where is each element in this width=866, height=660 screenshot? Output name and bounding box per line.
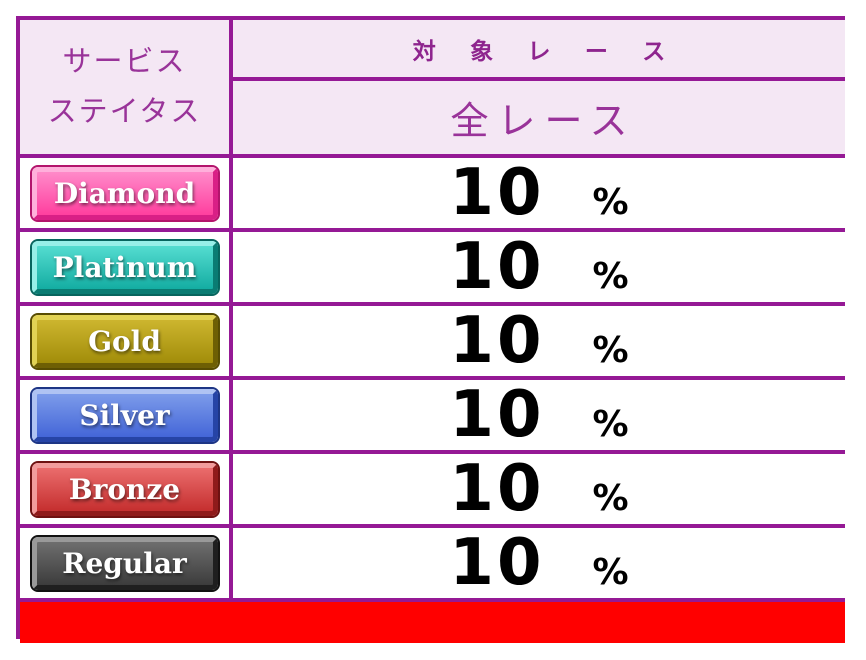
tier-cell-silver: Silver (20, 380, 229, 450)
rate-value-group: 10 % (449, 309, 628, 373)
service-status-rate-table: サービス ステイタス 対 象 レ ー ス 全レース Diamond 10 % P… (16, 16, 845, 643)
rate-number: 10 (449, 526, 545, 600)
service-status-label-line1: サービス (62, 46, 187, 78)
target-race-header-block: 対 象 レ ー ス 全レース (233, 20, 845, 154)
silver-badge: Silver (31, 388, 218, 442)
tier-cell-gold: Gold (20, 306, 229, 376)
tier-cell-regular: Regular (20, 528, 229, 598)
service-status-header-cell: サービス ステイタス (20, 20, 229, 154)
percent-sign: % (592, 182, 629, 223)
rate-number: 10 (449, 156, 545, 230)
percent-sign: % (592, 478, 629, 519)
value-cell-silver: 10 % (233, 380, 845, 450)
bronze-badge: Bronze (31, 462, 218, 516)
percent-sign: % (592, 552, 629, 593)
service-status-label-line2: ステイタス (47, 96, 202, 128)
value-cell-bronze: 10 % (233, 454, 845, 524)
value-cell-regular: 10 % (233, 528, 845, 598)
rate-value-group: 10 % (449, 531, 628, 595)
diamond-badge: Diamond (31, 166, 218, 220)
gold-badge: Gold (31, 314, 218, 368)
regular-badge: Regular (31, 536, 218, 590)
tier-cell-bronze: Bronze (20, 454, 229, 524)
rate-number: 10 (449, 230, 545, 304)
all-races-cell: 全レース (233, 81, 845, 154)
rate-number: 10 (449, 304, 545, 378)
rate-value-group: 10 % (449, 457, 628, 521)
percent-sign: % (592, 330, 629, 371)
percent-sign: % (592, 404, 629, 445)
tier-cell-platinum: Platinum (20, 232, 229, 302)
footer-red-bar (20, 602, 845, 643)
rate-value-group: 10 % (449, 235, 628, 299)
rate-value-group: 10 % (449, 383, 628, 447)
rate-number: 10 (449, 452, 545, 526)
target-race-header-cell: 対 象 レ ー ス (233, 20, 845, 77)
rate-value-group: 10 % (449, 161, 628, 225)
value-cell-platinum: 10 % (233, 232, 845, 302)
value-cell-gold: 10 % (233, 306, 845, 376)
tier-cell-diamond: Diamond (20, 158, 229, 228)
rate-number: 10 (449, 378, 545, 452)
value-cell-diamond: 10 % (233, 158, 845, 228)
percent-sign: % (592, 256, 629, 297)
platinum-badge: Platinum (31, 240, 218, 294)
